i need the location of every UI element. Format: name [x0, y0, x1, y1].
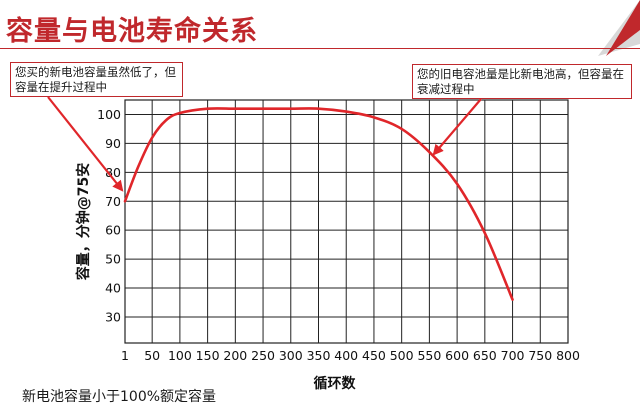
x-tick-label: 400 — [334, 348, 358, 363]
x-tick-label: 200 — [223, 348, 247, 363]
y-tick-label: 90 — [105, 136, 121, 151]
x-tick-label: 50 — [144, 348, 160, 363]
x-tick-label: 500 — [390, 348, 414, 363]
x-tick-label: 250 — [251, 348, 275, 363]
footnote: 新电池容量小于100%额定容量 — [22, 389, 217, 405]
y-tick-label: 100 — [97, 107, 121, 122]
x-tick-label: 150 — [196, 348, 220, 363]
x-axis-label: 循环数 — [314, 375, 357, 392]
capacity-curve — [123, 107, 514, 301]
x-tick-label: 1 — [121, 348, 129, 363]
new-battery-arrow — [47, 96, 124, 192]
x-tick-label: 450 — [362, 348, 386, 363]
y-tick-label: 60 — [105, 223, 121, 238]
x-tick-label: 650 — [473, 348, 497, 363]
x-tick-label: 700 — [501, 348, 525, 363]
y-tick-label: 50 — [105, 252, 121, 267]
x-tick-label: 800 — [556, 348, 580, 363]
slide-title: 容量与电池寿命关系 — [6, 16, 258, 47]
y-tick-label: 70 — [105, 194, 121, 209]
x-tick-label: 300 — [279, 348, 303, 363]
old-battery-callout: 您的旧电容池量是比新电池高，但容量在衰减过程中 — [412, 64, 632, 99]
y-tick-label: 30 — [105, 309, 121, 324]
x-tick-label: 550 — [417, 348, 441, 363]
old-battery-arrow — [432, 98, 482, 156]
y-tick-label: 40 — [105, 281, 121, 296]
x-tick-label: 750 — [528, 348, 552, 363]
x-tick-label: 600 — [445, 348, 469, 363]
corner-decoration — [598, 0, 640, 56]
title-divider — [0, 48, 640, 49]
x-tick-label: 350 — [307, 348, 331, 363]
x-tick-label: 100 — [168, 348, 192, 363]
new-battery-callout: 您买的新电池容量虽然低了，但容量在提升过程中 — [10, 62, 183, 97]
y-tick-label: 80 — [105, 165, 121, 180]
y-axis-label: 容量，分钟@75安 — [75, 163, 92, 281]
